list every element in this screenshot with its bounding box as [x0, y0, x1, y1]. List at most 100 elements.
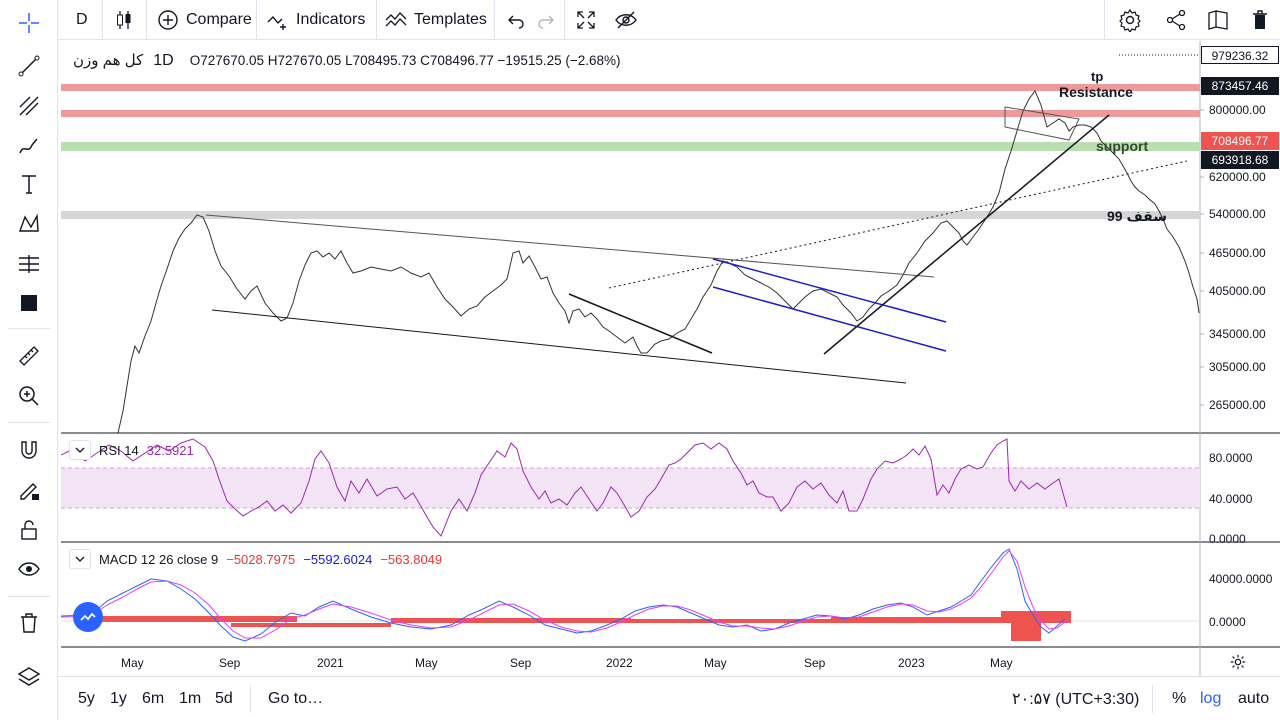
rsi-axis-label: 0.0000	[1209, 532, 1246, 546]
rsi-series	[61, 438, 1068, 537]
redo-button[interactable]	[534, 0, 558, 40]
text-icon[interactable]	[9, 167, 49, 201]
range-6m-button[interactable]: 6m	[142, 690, 165, 707]
range-1m-button[interactable]: 1m	[179, 690, 202, 707]
chart-canvas[interactable]	[61, 41, 1280, 676]
range-5d-button[interactable]: 5d	[215, 690, 233, 707]
snapshot-button[interactable]	[1206, 0, 1230, 40]
range-1y-button[interactable]: 1y	[110, 690, 127, 707]
ceiling-zone[interactable]	[61, 211, 1200, 219]
lock-drawings-icon[interactable]	[9, 473, 49, 507]
time-tick: Sep	[510, 656, 532, 670]
price-label: 305000.00	[1209, 360, 1266, 374]
compare-label: Compare	[186, 11, 252, 28]
ruler-icon[interactable]	[9, 339, 49, 373]
main-legend: کل هم وزن 1D O727670.05 H727670.05 L7084…	[73, 51, 621, 70]
interval-label: D	[76, 11, 88, 28]
fullscreen-button[interactable]	[574, 0, 598, 40]
dotted-trendline[interactable]	[608, 160, 1188, 289]
pattern-icon[interactable]	[9, 207, 49, 241]
support-zone[interactable]	[61, 142, 1200, 151]
resistance-annotation[interactable]: Resistance	[1059, 84, 1133, 100]
blue-channel-upper[interactable]	[712, 258, 947, 323]
lower-channel-line[interactable]	[211, 309, 907, 384]
percent-toggle[interactable]: %	[1172, 690, 1187, 707]
shape-square-icon[interactable]	[9, 286, 49, 320]
support-annotation[interactable]: support	[1096, 138, 1149, 154]
macd-axis-label: 0.0000	[1209, 615, 1246, 629]
rsi-legend: RSI 14 32.5921	[69, 440, 194, 460]
share-button[interactable]	[1164, 0, 1188, 40]
undo-icon	[508, 15, 524, 29]
unlock-icon[interactable]	[9, 513, 49, 547]
undo-button[interactable]	[504, 0, 528, 40]
time-tick: May	[704, 656, 727, 670]
trend-line-icon[interactable]	[9, 49, 49, 83]
blue-channel-lower[interactable]	[712, 286, 947, 352]
signal-line	[61, 550, 1066, 639]
indicators-button[interactable]: Indicators	[266, 0, 365, 40]
symbol-name[interactable]: کل هم وزن	[73, 52, 144, 69]
ceiling-annotation[interactable]: سقف 99	[1107, 208, 1167, 224]
upper-channel-line[interactable]	[205, 214, 935, 278]
trash-icon[interactable]	[9, 606, 49, 640]
rsi-value: 32.5921	[146, 442, 194, 458]
macd-value-3: −563.8049	[380, 551, 443, 567]
toolbar-divider	[8, 328, 50, 329]
toolbar-divider	[1104, 0, 1105, 40]
time-tick: 2023	[898, 656, 925, 670]
toolbar-divider	[146, 0, 147, 40]
chart-type-button[interactable]	[112, 0, 136, 40]
hide-drawings-button[interactable]	[614, 0, 638, 40]
rising-trendline[interactable]	[823, 114, 1110, 355]
templates-button[interactable]: Templates	[384, 0, 487, 40]
ohlc-values: O727670.05 H727670.05 L708495.73 C708496…	[189, 53, 621, 68]
time-axis[interactable]: May Sep 2021 May Sep 2022 May Sep 2023 M…	[61, 648, 1200, 676]
collapse-rsi-button[interactable]	[69, 440, 91, 460]
settings-button[interactable]	[1118, 0, 1142, 40]
chart-area[interactable]: کل هم وزن 1D O727670.05 H727670.05 L7084…	[61, 41, 1280, 676]
time-tick: May	[990, 656, 1013, 670]
templates-icon	[385, 12, 407, 27]
tradingview-logo[interactable]	[73, 602, 103, 632]
resistance-zone-top[interactable]	[61, 84, 1200, 91]
toolbar-divider	[256, 0, 257, 40]
price-label: 465000.00	[1209, 246, 1266, 260]
delete-button[interactable]	[1248, 0, 1272, 40]
price-label: 979236.32	[1201, 46, 1279, 64]
time-tick: Sep	[804, 656, 826, 670]
templates-label: Templates	[414, 11, 487, 28]
layers-icon[interactable]	[9, 660, 49, 694]
trash-icon	[1253, 10, 1267, 29]
price-axis[interactable]: 979236.32 873457.46 800000.00 708496.77 …	[1201, 41, 1280, 433]
compare-button[interactable]: Compare	[156, 0, 252, 40]
timezone-clock[interactable]: ۲۰:۵۷ (UTC+3:30)	[1012, 691, 1140, 708]
macd-value-2: −5592.6024	[303, 551, 373, 567]
flag-pattern[interactable]	[1004, 106, 1080, 141]
interval-button[interactable]: D	[76, 0, 88, 40]
prediction-icon[interactable]	[9, 247, 49, 281]
gear-icon	[1119, 8, 1141, 32]
macd-axis-label: 40000.0000	[1209, 572, 1273, 586]
log-toggle[interactable]: log	[1200, 690, 1222, 707]
price-label: 693918.68	[1201, 151, 1279, 169]
magnet-icon[interactable]	[9, 433, 49, 467]
toolbar-divider	[8, 596, 50, 597]
eye-icon[interactable]	[9, 552, 49, 586]
auto-toggle[interactable]: auto	[1238, 690, 1270, 707]
collapse-macd-button[interactable]	[69, 549, 91, 569]
indicators-label: Indicators	[296, 11, 366, 28]
downtrend-line[interactable]	[568, 293, 713, 354]
zoom-in-icon[interactable]	[9, 379, 49, 413]
resistance-zone[interactable]	[61, 110, 1200, 117]
goto-button[interactable]: Go to…	[268, 690, 324, 707]
pitchfork-icon[interactable]	[9, 89, 49, 123]
chevron-down-icon	[75, 556, 85, 562]
range-5y-button[interactable]: 5y	[78, 690, 95, 707]
price-label: 620000.00	[1209, 170, 1266, 184]
tp-annotation[interactable]: tp	[1091, 69, 1104, 84]
brush-icon[interactable]	[9, 129, 49, 163]
crosshair-icon[interactable]	[9, 6, 49, 40]
price-label: 345000.00	[1209, 327, 1266, 341]
chart-settings-button[interactable]	[1229, 653, 1247, 676]
